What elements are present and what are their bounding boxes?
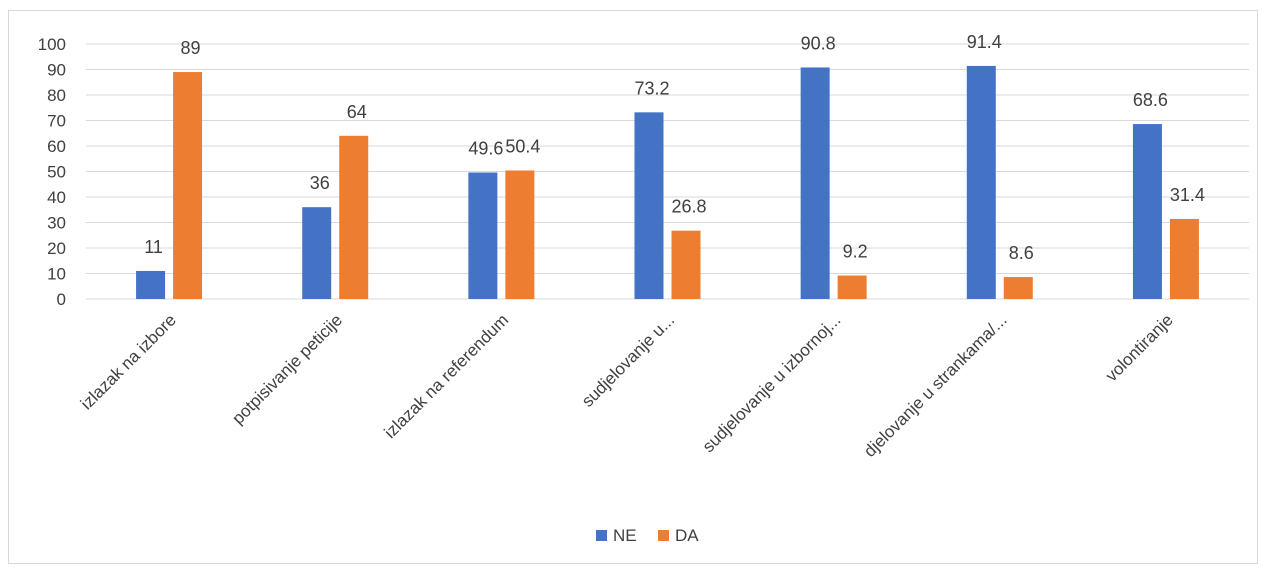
legend-swatch-da	[658, 530, 669, 541]
data-label-da-4: 9.2	[843, 242, 868, 262]
bar-chart: 0 10 20 30 40 50 60 70 80 90 100 11 89 36 64 49.6 50.4 7…	[38, 32, 1249, 545]
data-label-ne-2: 49.6	[468, 139, 503, 159]
legend-label-da: DA	[675, 526, 699, 545]
bar-ne-4	[800, 67, 830, 300]
gridlines	[86, 43, 1249, 300]
x-category-label: potpisivanje peticije	[228, 310, 346, 428]
y-tick-label: 60	[47, 137, 66, 156]
y-tick-label: 10	[47, 265, 66, 284]
data-label-da-5: 8.6	[1009, 243, 1034, 263]
y-tick-label: 100	[38, 35, 66, 54]
data-label-ne-0: 11	[144, 237, 163, 257]
y-tick-label: 80	[47, 86, 66, 105]
bar-da-0	[173, 72, 203, 299]
data-label-ne-5: 91.4	[967, 32, 1002, 52]
y-tick-label: 90	[47, 61, 66, 80]
legend-swatch-ne	[596, 530, 607, 541]
chart-frame: 0 10 20 30 40 50 60 70 80 90 100 11 89 36 64 49.6 50.4 7…	[8, 10, 1258, 564]
data-label-da-3: 26.8	[671, 197, 706, 217]
legend-label-ne: NE	[613, 526, 637, 545]
x-category-label: volontiranje	[1102, 310, 1177, 385]
x-category-label: sudjelovanje u izbornoj...	[699, 310, 845, 456]
data-label-da-6: 31.4	[1170, 185, 1205, 205]
bar-da-3	[671, 230, 701, 299]
bar-da-4	[837, 275, 867, 299]
data-label-ne-6: 68.6	[1133, 90, 1168, 110]
bar-da-5	[1003, 277, 1033, 299]
y-tick-label: 40	[47, 188, 66, 207]
bars	[136, 65, 1199, 300]
bar-ne-1	[302, 207, 332, 299]
y-tick-label: 20	[47, 239, 66, 258]
bar-da-6	[1169, 218, 1199, 299]
data-label-da-1: 64	[347, 102, 367, 122]
y-tick-label: 30	[47, 214, 66, 233]
x-category-label: izlazak na izbore	[77, 310, 180, 413]
y-tick-label: 50	[47, 163, 66, 182]
bar-ne-0	[136, 270, 166, 299]
data-labels: 11 89 36 64 49.6 50.4 73.2 26.8 90.8 9.2 91.4 8.6 68…	[144, 32, 1205, 263]
x-category-label: izlazak na referendum	[380, 310, 512, 442]
data-label-ne-3: 73.2	[634, 78, 669, 98]
bar-ne-5	[966, 65, 996, 300]
bar-da-1	[339, 135, 369, 299]
y-axis-ticks: 0 10 20 30 40 50 60 70 80 90 100	[38, 35, 66, 309]
x-category-label: sudjelovanje u...	[578, 310, 678, 410]
data-label-da-0: 89	[181, 38, 201, 58]
y-tick-label: 0	[57, 290, 66, 309]
data-label-da-2: 50.4	[505, 136, 540, 156]
x-axis-categories: izlazak na izbore potpisivanje peticije iz…	[77, 310, 1177, 460]
bar-da-2	[505, 170, 535, 299]
bar-ne-2	[468, 172, 498, 299]
data-label-ne-4: 90.8	[801, 33, 836, 53]
bar-ne-3	[634, 112, 664, 299]
legend: NE DA	[596, 526, 699, 545]
data-label-ne-1: 36	[310, 173, 330, 193]
bar-ne-6	[1132, 124, 1162, 299]
y-tick-label: 70	[47, 112, 66, 131]
x-category-label: djelovanje u strankama/...	[860, 310, 1010, 460]
